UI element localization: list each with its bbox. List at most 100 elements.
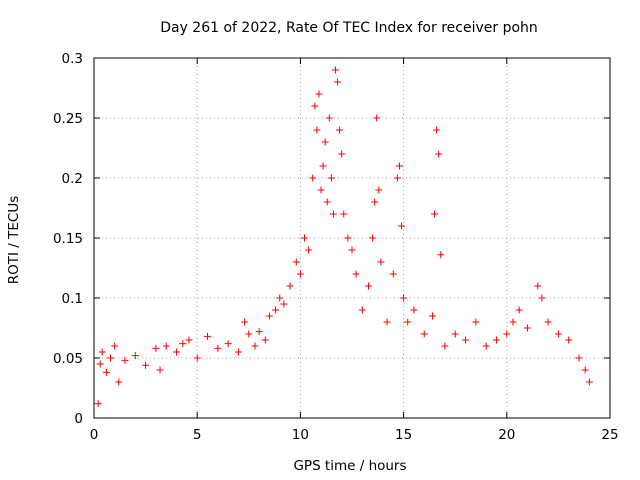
data-point [410,306,418,314]
data-point [383,318,391,326]
x-tick-label: 15 [395,427,412,443]
data-point [265,312,273,320]
data-point [301,234,309,242]
data-point [255,328,263,336]
data-point [544,318,552,326]
data-point [348,246,356,254]
data-point [585,378,593,386]
data-point [420,330,428,338]
x-axis-label: GPS time / hours [293,458,406,474]
data-point [375,186,383,194]
data-point [204,332,212,340]
data-point [251,342,259,350]
data-point [534,282,542,290]
data-point [395,162,403,170]
data-point [336,126,344,134]
data-point [111,342,119,350]
data-point [538,294,546,302]
data-point [185,336,193,344]
data-point [193,354,201,362]
data-point [327,174,335,182]
data-point [323,198,331,206]
data-point [296,270,304,278]
data-point [472,318,480,326]
data-point [276,294,284,302]
data-point [554,330,562,338]
y-tick-label: 0 [74,411,83,427]
data-point [319,162,327,170]
data-point [451,330,459,338]
data-point [156,366,164,374]
data-point [509,318,517,326]
data-point [115,378,123,386]
data-point [575,354,583,362]
data-point [309,174,317,182]
data-point [340,210,348,218]
data-point [462,336,470,344]
data-point [344,234,352,242]
data-point [317,186,325,194]
x-tick-label: 10 [292,427,309,443]
data-point [400,294,408,302]
data-point [313,126,321,134]
data-point [286,282,294,290]
x-tick-label: 5 [193,427,202,443]
data-point [431,210,439,218]
grid-layer [94,58,610,418]
data-point [234,348,242,356]
data-point [404,318,412,326]
data-point [334,78,342,86]
data-point [142,361,150,369]
data-point [428,312,436,320]
data-point [338,150,346,158]
y-tick-label: 0.15 [53,231,83,247]
data-point [214,344,222,352]
data-point [398,222,406,230]
y-tick-label: 0.2 [62,171,83,187]
plot-frame [93,57,611,419]
data-point [321,138,329,146]
data-point [311,102,319,110]
data-point [515,306,523,314]
data-point [441,342,449,350]
data-point [261,336,269,344]
y-tick-label: 0.05 [53,351,83,367]
data-point [331,66,339,74]
data-point [377,258,385,266]
data-point [371,198,379,206]
data-point [482,342,490,350]
x-tick-label: 25 [601,427,618,443]
data-point [98,348,106,356]
data-point [179,340,187,348]
y-tick-label: 0.3 [62,51,83,67]
y-tick-label: 0.1 [62,291,83,307]
data-point [94,400,102,408]
data-point [305,246,313,254]
data-point [393,174,401,182]
data-point [389,270,397,278]
data-point [131,352,139,360]
data-point [369,234,377,242]
data-point [121,356,129,364]
data-point [325,114,333,122]
data-point [107,354,115,362]
data-point [581,366,589,374]
data-point [433,126,441,134]
data-point [329,210,337,218]
y-tick-label: 0.25 [53,111,83,127]
data-point [358,306,366,314]
data-point [280,300,288,308]
data-point [565,336,573,344]
data-point [162,342,170,350]
data-point [96,360,104,368]
data-point [245,330,253,338]
x-tick-label: 20 [498,427,515,443]
axis-ticks: 0 5 10 15 20 25 0 0.05 0.1 0.15 0.2 0.25 0.3 [53,51,619,443]
data-point [435,150,443,158]
data-point [437,251,445,259]
data-point [102,368,110,376]
data-point [152,344,160,352]
data-point [173,348,181,356]
x-tick-label: 0 [90,427,99,443]
